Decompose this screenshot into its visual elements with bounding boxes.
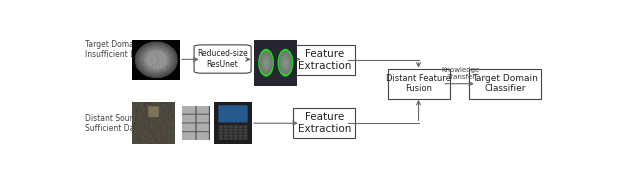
Text: Knowledge
Transfer: Knowledge Transfer [442,67,480,80]
Text: Distant Feature
Fusion: Distant Feature Fusion [386,74,451,93]
Text: Distant Source Domain
Sufficient Data: Distant Source Domain Sufficient Data [85,114,173,133]
Text: Target Domain
Classifier: Target Domain Classifier [472,74,538,93]
FancyBboxPatch shape [469,69,541,99]
Text: Feature
Extraction: Feature Extraction [298,49,351,71]
FancyBboxPatch shape [293,45,355,75]
Text: Target Domain
Insufficient Labeled data: Target Domain Insufficient Labeled data [85,40,180,59]
FancyBboxPatch shape [388,69,449,99]
Text: Reduced-size
ResUnet: Reduced-size ResUnet [197,49,248,69]
FancyBboxPatch shape [293,108,355,138]
Text: Feature
Extraction: Feature Extraction [298,112,351,134]
FancyBboxPatch shape [194,45,251,73]
